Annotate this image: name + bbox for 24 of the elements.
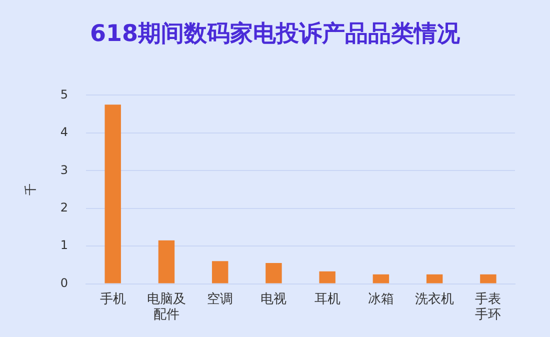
bar xyxy=(480,274,496,284)
bar xyxy=(212,261,228,284)
x-tick-label: 手机 xyxy=(100,292,126,307)
x-tick-label: 电视 xyxy=(260,292,287,307)
y-tick-label: 4 xyxy=(60,125,68,140)
x-tick-label: 空调 xyxy=(207,292,234,307)
x-tick-label: 洗衣机 xyxy=(415,292,454,307)
x-tick-label: 电脑及配件 xyxy=(146,292,186,323)
y-tick-label: 2 xyxy=(60,200,68,214)
x-tick-label: 手表手环 xyxy=(475,292,502,323)
bar xyxy=(266,263,282,284)
bar xyxy=(319,271,336,284)
y-axis-title: 千 xyxy=(23,184,38,196)
y-tick-label: 0 xyxy=(60,276,68,290)
y-tick-label: 1 xyxy=(60,238,68,252)
x-tick-label: 冰箱 xyxy=(368,292,394,307)
x-tick-label: 耳机 xyxy=(314,292,340,307)
bar xyxy=(372,274,390,284)
bar xyxy=(426,274,443,284)
chart-title: 618期间数码家电投诉产品品类情况 xyxy=(88,20,461,49)
y-tick-label: 3 xyxy=(60,162,68,177)
y-tick-label: 5 xyxy=(60,87,68,102)
bar xyxy=(104,104,121,284)
bar xyxy=(158,240,175,284)
